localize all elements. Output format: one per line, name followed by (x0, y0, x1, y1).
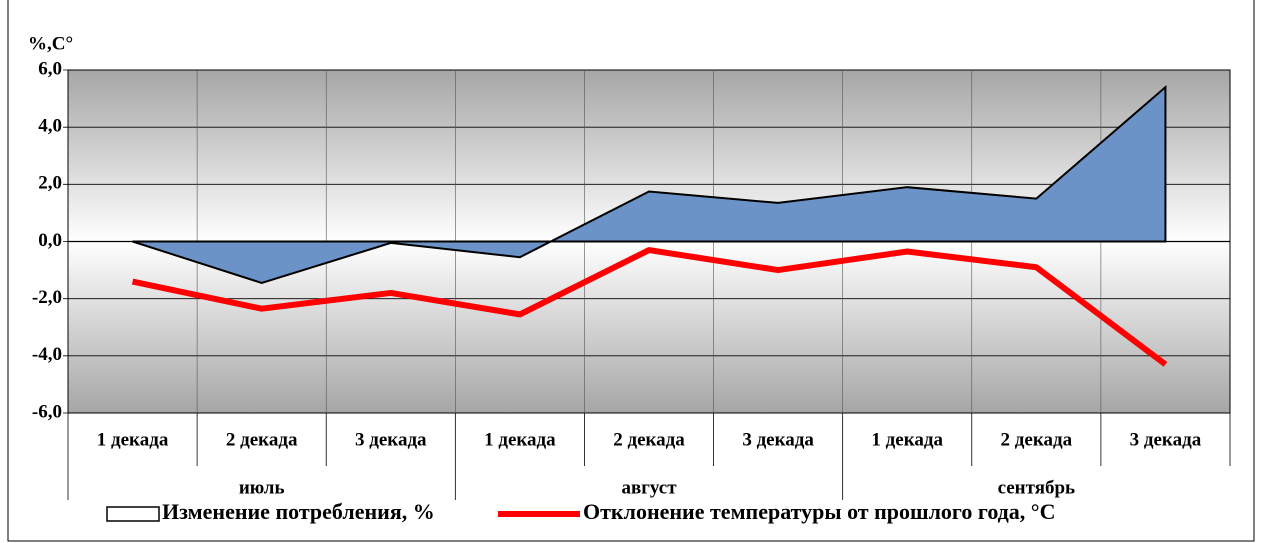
x-tick-label: 1 декада (97, 429, 169, 450)
y-tick-label: -4,0 (32, 344, 62, 365)
y-tick-label: 6,0 (38, 58, 62, 79)
chart-frame (7, 0, 1255, 542)
legend-label: Изменение потребления, % (162, 499, 435, 524)
x-tick-label: 1 декада (484, 429, 556, 450)
x-tick-label: 3 декада (1130, 429, 1202, 450)
y-tick-label: -6,0 (32, 401, 62, 422)
x-tick-label: 3 декада (355, 429, 427, 450)
x-tick-label: 3 декада (742, 429, 814, 450)
legend-swatch (106, 506, 160, 522)
x-tick-label: 2 декада (226, 429, 298, 450)
y-tick-label: 0,0 (38, 230, 62, 251)
y-tick-label: 4,0 (38, 116, 62, 137)
line (131, 247, 1168, 367)
group-label: июль (239, 477, 285, 498)
y-tick-label: 2,0 (38, 173, 62, 194)
x-tick-label: 1 декада (871, 429, 943, 450)
x-tick-label: 2 декада (613, 429, 685, 450)
area (132, 84, 1167, 284)
legend-label: Отклонение температуры от прошлого года,… (583, 499, 1056, 524)
group-label: сентябрь (998, 477, 1076, 498)
y-tick-label: -2,0 (32, 287, 62, 308)
x-tick-label: 2 декада (1001, 429, 1073, 450)
y-axis-label: %,C° (28, 33, 73, 54)
group-label: август (621, 477, 677, 498)
